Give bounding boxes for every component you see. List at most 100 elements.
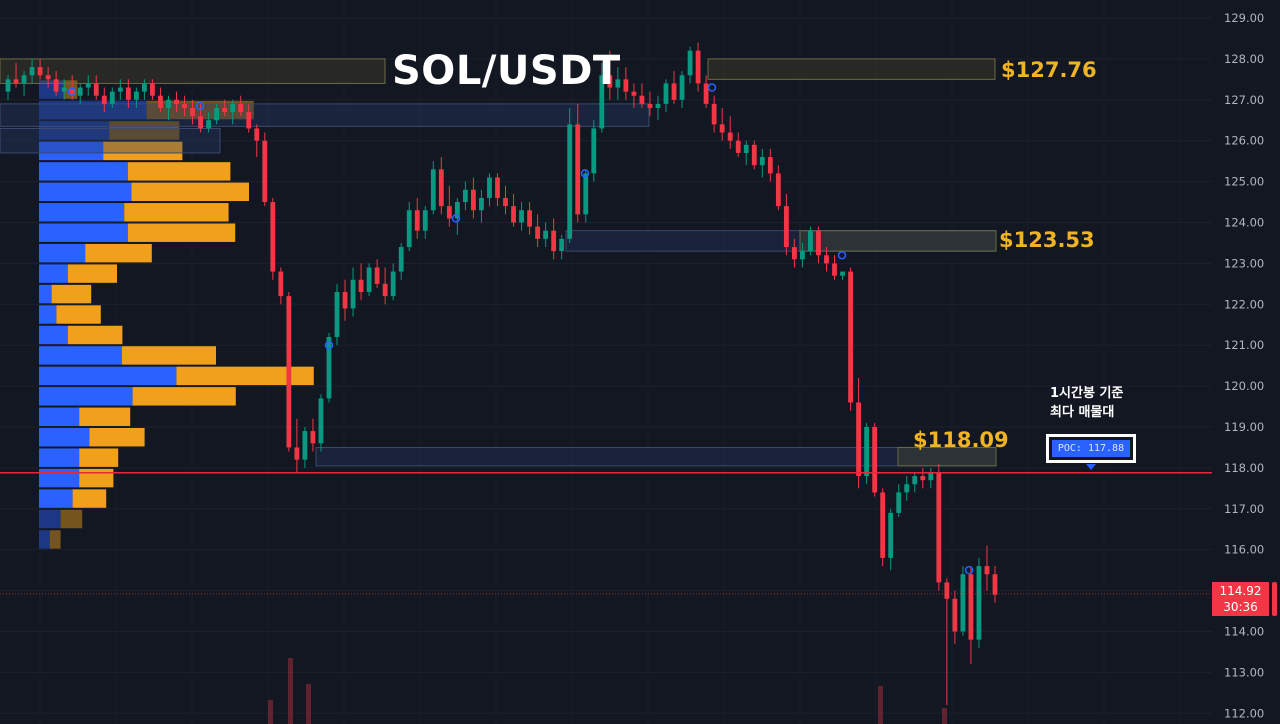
signal-marker <box>324 340 334 350</box>
candle-body <box>471 189 476 211</box>
candle-body <box>422 210 428 231</box>
candle-body <box>310 431 316 444</box>
candle-body <box>944 582 950 599</box>
poc-label: POC: 117.88 <box>1052 440 1130 457</box>
profile-sell-bar <box>127 162 231 181</box>
candle-body <box>599 75 605 129</box>
candle-body <box>278 271 284 297</box>
candle-body <box>575 124 581 215</box>
profile-buy-bar <box>39 121 110 140</box>
candle-body <box>631 91 637 96</box>
candle-body <box>406 210 412 248</box>
candle-body <box>302 431 308 460</box>
candle-body <box>270 202 276 272</box>
candle-body <box>294 447 300 460</box>
candle-body <box>262 140 268 203</box>
y-axis[interactable]: 129.00 128.00 127.00 126.00 125.00 124.00 123.… <box>1224 11 1264 720</box>
candle-body <box>150 83 155 96</box>
candle-body <box>936 471 942 583</box>
annotation-line-2: 최다 매물대 <box>1050 405 1115 420</box>
profile-buy-bar <box>39 182 132 202</box>
volume-bar <box>306 684 311 724</box>
y-tick-label: 119.00 <box>1224 420 1264 434</box>
candle-body <box>824 255 829 264</box>
y-tick-label: 125.00 <box>1224 175 1264 189</box>
candle-body <box>535 226 541 239</box>
y-tick-label: 128.00 <box>1224 52 1264 66</box>
candle-body <box>158 95 163 108</box>
volume-profile <box>39 80 314 549</box>
zone-118-blue <box>315 446 997 467</box>
y-tick-label: 126.00 <box>1224 134 1264 148</box>
y-tick-label: 118.00 <box>1224 461 1264 475</box>
candle-body <box>952 598 958 632</box>
candle-body <box>968 574 974 640</box>
candle-body <box>85 83 91 88</box>
candle-body <box>912 476 918 485</box>
y-tick-label: 122.00 <box>1224 297 1264 311</box>
volume-bar <box>878 686 883 724</box>
candle-body <box>53 79 59 92</box>
candle-body <box>374 267 380 284</box>
candle-body <box>856 402 861 477</box>
candle-body <box>759 157 765 166</box>
candle-body <box>125 87 131 100</box>
candle-body <box>414 210 420 231</box>
candle-body <box>503 197 508 207</box>
candle-body <box>775 173 781 207</box>
candle-body <box>390 271 396 297</box>
profile-sell-bar <box>72 489 107 508</box>
candle-body <box>142 83 147 92</box>
profile-buy-bar <box>39 489 73 508</box>
profile-buy-bar <box>39 346 122 365</box>
candle-body <box>840 271 845 276</box>
candle-body <box>767 157 773 174</box>
y-tick-label: 120.00 <box>1224 379 1264 393</box>
profile-sell-bar <box>132 387 236 406</box>
candle-body <box>246 112 252 129</box>
profile-buy-bar <box>39 162 128 181</box>
candles <box>5 42 998 706</box>
profile-sell-bar <box>79 468 114 488</box>
candle-body <box>350 279 356 309</box>
candle-body <box>527 210 532 227</box>
candle-body <box>816 230 821 256</box>
zone-127-76 <box>707 58 996 80</box>
candle-body <box>13 79 19 84</box>
profile-sell-bar <box>67 325 123 345</box>
profile-sell-bar <box>127 223 236 242</box>
profile-buy-bar <box>39 509 61 529</box>
profile-sell-bar <box>56 305 101 324</box>
signal-markers <box>67 83 974 575</box>
candle-body <box>5 79 11 92</box>
profile-sell-bar <box>79 407 131 426</box>
candle-body <box>182 103 187 108</box>
candle-body <box>190 107 195 117</box>
candle-body <box>254 128 260 141</box>
signal-marker <box>837 250 847 260</box>
profile-buy-bar <box>39 305 57 324</box>
profile-sell-bar <box>103 141 183 161</box>
candle-body <box>735 140 741 153</box>
profile-sell-bar <box>176 366 314 386</box>
candle-body <box>29 67 35 76</box>
candle-body <box>133 91 139 100</box>
volume-bar <box>268 700 273 724</box>
candle-body <box>591 128 597 174</box>
y-tick-label: 123.00 <box>1224 256 1264 270</box>
poc-label-box[interactable]: POC: 117.88 <box>1046 434 1136 463</box>
candle-body <box>783 206 789 248</box>
profile-buy-bar <box>39 448 80 467</box>
candle-body <box>719 124 725 133</box>
annotation-note: 1시간봉 기준 최다 매물대 <box>1050 384 1123 422</box>
candle-body <box>960 574 966 632</box>
level-label-1: $127.76 <box>1001 58 1097 82</box>
profile-buy-bar <box>39 530 50 549</box>
price-scale-handle[interactable] <box>1272 582 1277 616</box>
profile-sell-bar <box>85 243 152 263</box>
candle-body <box>551 230 557 252</box>
profile-buy-bar <box>39 264 68 283</box>
candle-body <box>166 99 171 108</box>
candle-body <box>615 79 621 88</box>
